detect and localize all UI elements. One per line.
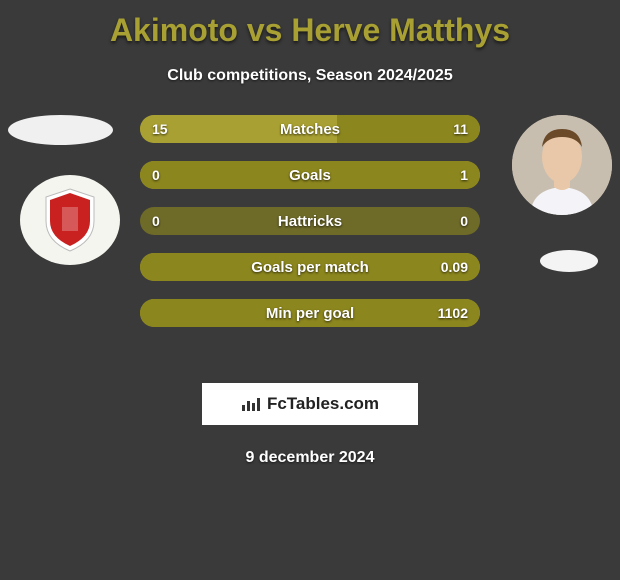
subtitle: Club competitions, Season 2024/2025	[0, 67, 620, 85]
comparison-area: 15Matches110Goals10Hattricks0Goals per m…	[0, 115, 620, 375]
stat-value-right: 0.09	[441, 259, 468, 275]
person-icon	[512, 115, 612, 215]
stat-label: Min per goal	[140, 305, 480, 322]
stat-bar: Min per goal1102	[140, 299, 480, 327]
stat-bars: 15Matches110Goals10Hattricks0Goals per m…	[140, 115, 480, 345]
stat-label: Hattricks	[140, 213, 480, 230]
right-club-badge	[540, 250, 598, 272]
shield-icon	[42, 187, 98, 253]
stat-label: Goals	[140, 167, 480, 184]
logo-text: FcTables.com	[267, 394, 379, 414]
stat-bar: Goals per match0.09	[140, 253, 480, 281]
left-club-badge	[20, 175, 120, 265]
stat-value-right: 0	[460, 213, 468, 229]
stat-bar: 0Hattricks0	[140, 207, 480, 235]
stat-value-right: 1	[460, 167, 468, 183]
stat-label: Goals per match	[140, 259, 480, 276]
stat-value-right: 11	[453, 121, 468, 137]
right-player-avatar	[512, 115, 612, 215]
stat-label: Matches	[140, 121, 480, 138]
stat-bar: 15Matches11	[140, 115, 480, 143]
stat-bar: 0Goals1	[140, 161, 480, 189]
left-player-avatar	[8, 115, 113, 145]
date-label: 9 december 2024	[0, 449, 620, 467]
bars-icon	[241, 396, 261, 412]
stat-value-right: 1102	[438, 305, 468, 321]
page-title: Akimoto vs Herve Matthys	[0, 0, 620, 49]
fctables-logo[interactable]: FcTables.com	[202, 383, 418, 425]
